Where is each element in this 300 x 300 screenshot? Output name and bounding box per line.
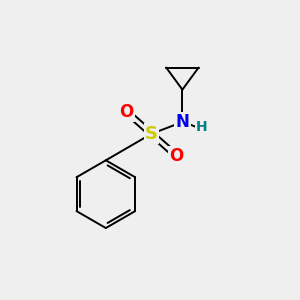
Text: O: O: [119, 103, 134, 121]
Text: O: O: [169, 147, 184, 165]
Text: S: S: [145, 125, 158, 143]
Text: H: H: [196, 120, 207, 134]
Text: N: N: [176, 113, 189, 131]
